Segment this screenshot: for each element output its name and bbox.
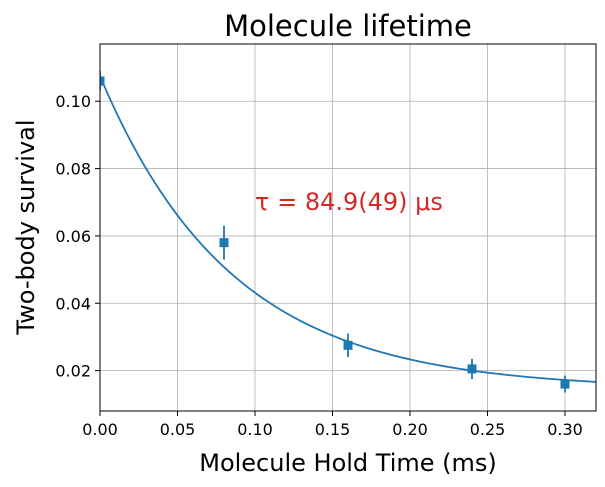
square-marker [560, 379, 570, 389]
x-tick-label: 0.05 [160, 420, 196, 439]
x-tick-label: 0.00 [82, 420, 118, 439]
data-point [560, 375, 570, 393]
square-marker [100, 76, 105, 86]
y-tick-label: 0.04 [55, 294, 91, 313]
y-tick-label: 0.02 [55, 362, 91, 381]
x-tick-label: 0.15 [315, 420, 351, 439]
y-tick-label: 0.10 [55, 92, 91, 111]
chart-title: Molecule lifetime [224, 9, 472, 43]
x-tick-label: 0.30 [547, 420, 583, 439]
x-tick-label: 0.20 [392, 420, 428, 439]
tau-annotation: τ = 84.9(49) μs [255, 188, 443, 216]
square-marker [467, 364, 477, 374]
data-point [467, 358, 477, 380]
grid [99, 44, 596, 411]
data-point [100, 70, 105, 92]
y-axis-ticks: 0.02 0.04 0.06 0.08 0.10 [55, 92, 100, 381]
data-points-layer [100, 70, 570, 393]
data-point [219, 225, 229, 260]
plot-frame [99, 43, 597, 412]
y-tick-label: 0.08 [55, 160, 91, 179]
y-tick-label: 0.06 [55, 227, 91, 246]
data-point [343, 333, 353, 358]
x-tick-label: 0.25 [470, 420, 506, 439]
x-tick-label: 0.10 [237, 420, 273, 439]
x-axis-label: Molecule Hold Time (ms) [199, 449, 497, 477]
square-marker [343, 340, 353, 350]
square-marker [219, 238, 229, 248]
x-axis-ticks: 0.00 0.05 0.10 0.15 0.20 0.25 0.30 [82, 411, 583, 439]
y-axis-label: Two-body survival [12, 119, 40, 335]
